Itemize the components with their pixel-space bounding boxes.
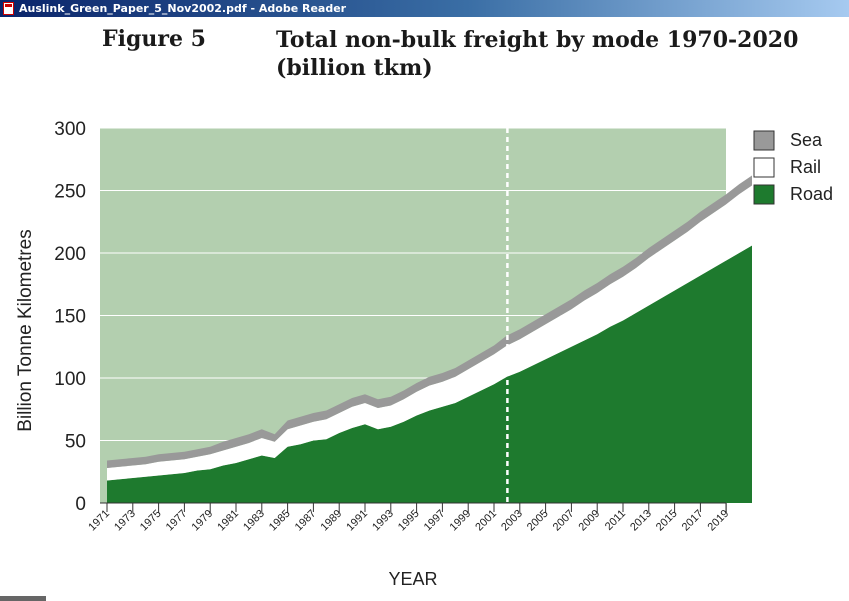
y-tick-label: 200: [54, 244, 86, 265]
legend-swatch-rail: [753, 157, 775, 178]
x-tick-label: 1981: [215, 508, 241, 534]
window-titlebar: Auslink_Green_Paper_5_Nov2002.pdf - Adob…: [0, 0, 849, 17]
legend-label-rail: Rail: [790, 157, 821, 177]
y-tick-label: 300: [54, 119, 86, 140]
x-tick-label: 1991: [344, 508, 370, 534]
y-tick-label: 150: [54, 307, 86, 328]
figure-number: Figure 5: [102, 26, 206, 52]
figure-title: Total non-bulk freight by mode 1970-2020…: [276, 27, 799, 81]
x-axis-label: YEAR: [388, 569, 437, 589]
x-tick-label: 1973: [112, 508, 138, 534]
status-bar-tab: [0, 596, 46, 601]
y-tick-label: 50: [65, 432, 86, 453]
x-tick-label: 1975: [138, 508, 164, 534]
y-axis-label: Billion Tonne Kilometres: [15, 229, 36, 431]
x-tick-label: 1987: [293, 508, 319, 534]
x-tick-label: 2005: [525, 508, 551, 534]
x-tick-label: 1999: [448, 508, 474, 534]
x-tick-label: 2003: [499, 508, 525, 534]
y-tick-label: 250: [54, 182, 86, 203]
y-tick-label: 100: [54, 369, 86, 390]
x-tick-label: 2017: [680, 508, 706, 534]
x-tick-label: 2013: [628, 508, 654, 534]
x-tick-label: 1995: [396, 508, 422, 534]
x-tick-label: 1993: [370, 508, 396, 534]
x-tick-label: 1983: [241, 508, 267, 534]
x-tick-label: 1989: [319, 508, 345, 534]
pdf-icon: [3, 2, 14, 15]
x-tick-label: 1985: [267, 508, 293, 534]
x-tick-label: 2019: [706, 508, 732, 534]
legend-label-road: Road: [790, 184, 833, 204]
x-tick-label: 2001: [473, 508, 499, 534]
legend-label-sea: Sea: [790, 130, 823, 150]
x-tick-label: 2015: [654, 508, 680, 534]
legend-swatch-road: [753, 184, 775, 205]
y-tick-label: 0: [75, 494, 86, 515]
x-tick-label: 1979: [190, 508, 216, 534]
x-tick-label: 2009: [577, 508, 603, 534]
area-road: [107, 245, 752, 503]
legend-swatch-sea: [753, 130, 775, 151]
window-title: Auslink_Green_Paper_5_Nov2002.pdf - Adob…: [19, 2, 347, 15]
x-tick-label: 1971: [86, 508, 112, 534]
x-tick-label: 1977: [164, 508, 190, 534]
x-tick-label: 2007: [551, 508, 577, 534]
x-tick-label: 1997: [422, 508, 448, 534]
x-tick-label: 2011: [603, 508, 628, 533]
